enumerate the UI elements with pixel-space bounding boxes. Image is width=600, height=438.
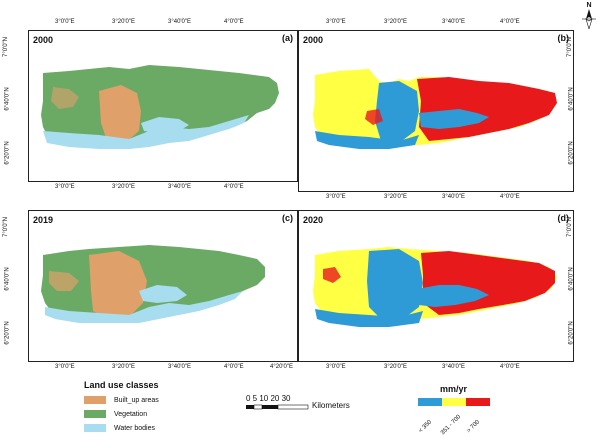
- scale-unit: Kilometers: [312, 401, 350, 410]
- lat-tick: 6°40'0"N: [4, 267, 11, 291]
- lat-tick: 6°40'0"N: [568, 87, 575, 111]
- lon-tick: 3°0'0"E: [326, 194, 346, 200]
- lat-tick: 6°20'0"N: [4, 321, 11, 345]
- north-label: N: [586, 2, 592, 9]
- lat-tick: 6°40'0"N: [568, 267, 575, 291]
- lon-tick: 3°40'0"E: [442, 364, 466, 370]
- lon-tick: 3°40'0"E: [168, 184, 192, 190]
- lon-tick: 4°0'0"E: [224, 19, 244, 25]
- lon-tick: 4°0'0"E: [500, 364, 520, 370]
- recharge-label: 351 - 700: [440, 414, 463, 437]
- lon-tick: 4°0'0"E: [500, 19, 520, 25]
- recharge-swatch-low: [418, 398, 442, 406]
- lon-tick: 4°0'0"E: [224, 184, 244, 190]
- lon-tick: 3°20'0"E: [112, 184, 136, 190]
- lat-tick: 7°0'0"N: [567, 216, 574, 238]
- vegetation-swatch: [84, 410, 106, 418]
- recharge-label: > 700: [466, 419, 481, 435]
- lon-tick: 3°20'0"E: [384, 194, 408, 200]
- lat-tick: 7°0'0"N: [567, 36, 574, 58]
- lon-tick: 3°40'0"E: [168, 364, 192, 370]
- recharge-swatch-mid: [442, 398, 466, 406]
- legend-label: Vegetation: [114, 410, 148, 418]
- recharge-map-2020: [313, 247, 557, 327]
- scale-bar: [246, 404, 309, 410]
- lon-tick: 3°0'0"E: [55, 19, 75, 25]
- landuse-map-2019: [41, 245, 265, 323]
- panel-id: (c): [282, 213, 293, 223]
- recharge-legend-title: mm/yr: [440, 384, 468, 394]
- lon-tick: 3°0'0"E: [326, 19, 346, 25]
- legend-label: Built_up areas: [114, 396, 159, 404]
- water-swatch: [84, 424, 106, 432]
- map-panel-d: 2020 (d): [298, 210, 574, 362]
- panel-year: 2000: [33, 35, 54, 45]
- recharge-color-bar: [418, 398, 490, 406]
- landuse-legend-title: Land use classes: [84, 380, 159, 390]
- lon-tick: 3°20'0"E: [384, 19, 408, 25]
- lon-tick: 3°0'0"E: [55, 184, 75, 190]
- north-arrow: N: [580, 2, 598, 31]
- legend-item-built-up: Built_up areas: [84, 396, 159, 404]
- panel-id: (a): [282, 33, 293, 43]
- lat-tick: 6°40'0"N: [4, 87, 11, 111]
- lon-tick: 3°20'0"E: [112, 364, 136, 370]
- built-up-swatch: [84, 396, 106, 404]
- landuse-map-2000: [41, 65, 279, 149]
- panel-year: 2020: [303, 215, 324, 225]
- lon-tick: 3°0'0"E: [55, 364, 75, 370]
- lon-tick: 3°20'0"E: [112, 19, 136, 25]
- north-arrow-icon: [582, 9, 596, 31]
- map-panel-c: 2019 (c): [28, 210, 298, 362]
- lat-tick: 7°0'0"N: [3, 36, 10, 58]
- lon-tick: 3°40'0"E: [168, 19, 192, 25]
- recharge-map-2000: [313, 69, 557, 149]
- legend-item-water: Water bodies: [84, 424, 155, 432]
- legend-label: Water bodies: [114, 424, 155, 432]
- map-panel-b: 2000 (b): [298, 30, 574, 192]
- lon-tick: 4°20'0"E: [270, 364, 294, 370]
- scale-numbers: 0 5 10 20 30: [246, 394, 291, 403]
- panel-id: (b): [557, 33, 570, 43]
- lat-tick: 6°20'0"N: [568, 321, 575, 345]
- lon-tick: 4°0'0"E: [500, 194, 520, 200]
- lon-tick: 3°20'0"E: [384, 364, 408, 370]
- lon-tick: 3°0'0"E: [326, 364, 346, 370]
- lat-tick: 7°0'0"N: [3, 216, 10, 238]
- lat-tick: 6°20'0"N: [4, 141, 11, 165]
- legend-item-vegetation: Vegetation: [84, 410, 147, 418]
- lon-tick: 3°40'0"E: [442, 194, 466, 200]
- recharge-swatch-high: [466, 398, 490, 406]
- panel-year: 2000: [303, 35, 324, 45]
- lat-tick: 6°20'0"N: [568, 141, 575, 165]
- panel-year: 2019: [33, 215, 54, 225]
- panel-id: (d): [557, 213, 570, 223]
- recharge-label: < 350: [418, 419, 433, 435]
- lon-tick: 4°0'0"E: [224, 364, 244, 370]
- lon-tick: 3°40'0"E: [442, 19, 466, 25]
- map-panel-a: 2000 (a): [28, 30, 298, 182]
